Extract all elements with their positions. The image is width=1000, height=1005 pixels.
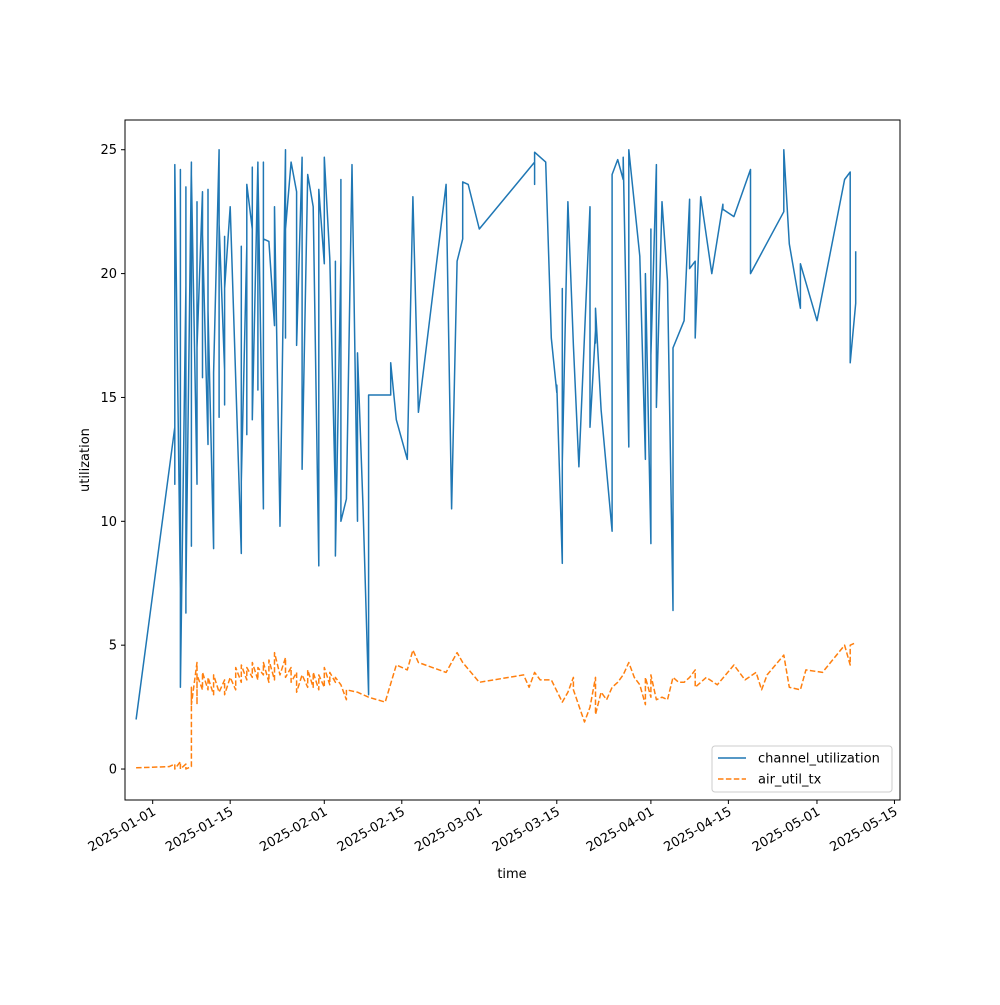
plot-area xyxy=(125,120,900,800)
y-tick-label: 15 xyxy=(100,391,117,406)
series-layer xyxy=(135,148,857,770)
y-tick-label: 20 xyxy=(100,267,117,282)
y-tick-label: 0 xyxy=(109,763,117,778)
legend-label-channel-utilization: channel_utilization xyxy=(758,752,880,767)
legend-frame xyxy=(711,745,893,793)
x-axis-label: time xyxy=(497,867,526,882)
series-line-channel-utilization xyxy=(135,148,857,720)
y-axis-label: utilization xyxy=(78,428,93,492)
y-tick-label: 5 xyxy=(109,639,117,654)
y-tick-label: 25 xyxy=(100,143,117,158)
legend: channel_utilization air_util_tx xyxy=(711,745,893,793)
series-line-air-util-tx xyxy=(136,642,857,770)
y-tick-label: 10 xyxy=(100,515,117,530)
legend-label-air-util-tx: air_util_tx xyxy=(758,773,822,788)
axes-frame xyxy=(124,119,901,801)
